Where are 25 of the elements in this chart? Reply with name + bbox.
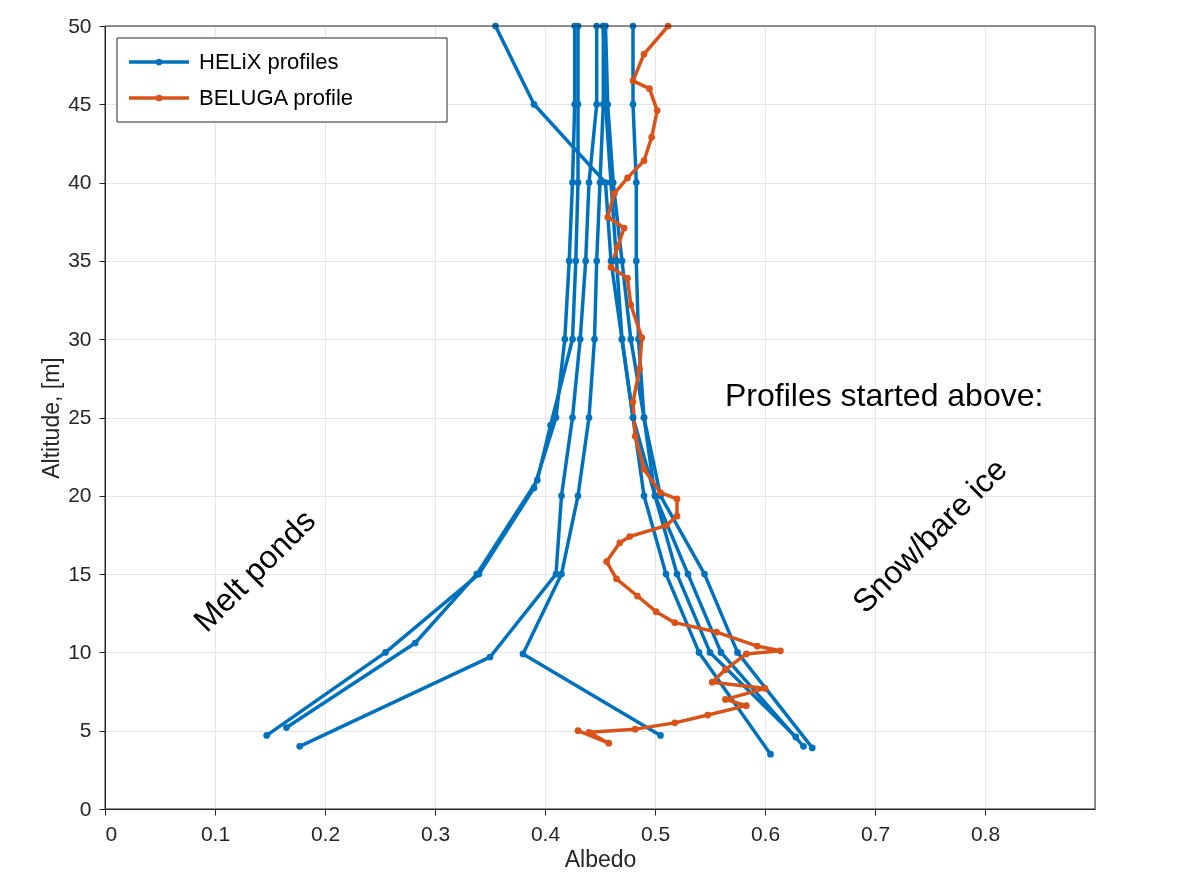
y-tick-label: 45 <box>68 91 92 115</box>
y-tick-label: 40 <box>68 170 92 194</box>
annotation: Profiles started above: <box>725 377 1044 413</box>
y-tick-label: 0 <box>79 796 92 820</box>
x-tick-label: 0.8 <box>970 821 1001 845</box>
x-tick-label: 0.6 <box>750 821 781 845</box>
x-tick-label: 0.2 <box>310 821 341 845</box>
y-tick-label: 35 <box>68 248 92 272</box>
x-tick-label: 0.3 <box>420 821 451 845</box>
y-tick-label: 25 <box>68 405 92 428</box>
y-tick-label: 20 <box>68 483 92 507</box>
x-tick-label: 0 <box>105 821 118 845</box>
y-tick-label: 10 <box>68 639 92 663</box>
x-tick-label: 0.5 <box>640 821 671 845</box>
y-tick-label: 50 <box>68 13 92 37</box>
y-axis-title: Altitude, [m] <box>38 357 65 479</box>
x-tick-label: 0.1 <box>200 821 231 845</box>
x-tick-label: 0.7 <box>860 821 891 845</box>
x-axis-title: Albedo <box>564 845 637 872</box>
legend-label: BELUGA profile <box>199 85 354 110</box>
x-tick-label: 0.4 <box>530 821 561 845</box>
y-tick-label: 5 <box>79 718 92 742</box>
y-tick-label: 30 <box>68 326 92 350</box>
y-tick-label: 15 <box>68 561 92 585</box>
legend-label: HELiX profiles <box>199 49 339 74</box>
